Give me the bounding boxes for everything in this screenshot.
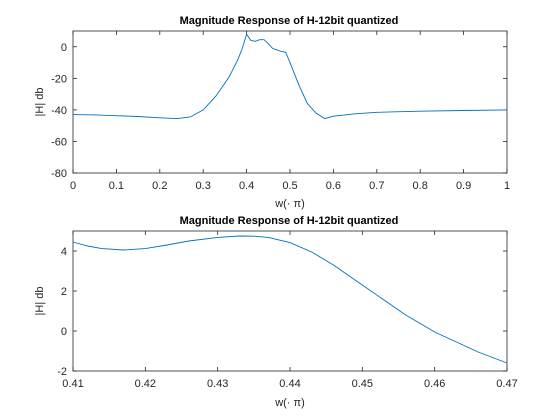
x-tick-label: 0.43: [207, 378, 228, 390]
x-tick-label: 0.41: [62, 378, 83, 390]
axis-ticks: 0 0.1 0.2 0.3 0.4 0.5 0.6 0.7 0.8 0.9 1 -80 -60 -40 -2…: [51, 31, 510, 192]
x-tick-label: 0.2: [152, 180, 167, 192]
chart-title: Magnitude Response of H-12bit quantized: [180, 215, 399, 227]
x-tick-label: 0.1: [109, 180, 124, 192]
x-tick-label: 1: [504, 180, 510, 192]
x-tick-label: 0.5: [282, 180, 297, 192]
y-axis-label: |H| db: [34, 88, 46, 117]
series-line: [72, 235, 508, 364]
x-tick-label: 0.44: [279, 378, 300, 390]
y-tick-label: -40: [51, 105, 67, 117]
plot-area: [72, 230, 508, 372]
x-tick-label: 0.9: [456, 180, 471, 192]
y-tick-label: 0: [61, 42, 67, 54]
x-tick-label: 0: [70, 180, 76, 192]
chart-title: Magnitude Response of H-12bit quantized: [180, 15, 399, 27]
x-tick-label: 0.42: [135, 378, 156, 390]
series-line: [72, 33, 508, 120]
x-tick-label: 0.4: [239, 180, 254, 192]
y-tick-label: 4: [61, 246, 67, 258]
y-tick-label: 0: [61, 326, 67, 338]
y-tick-label: -2: [57, 366, 67, 378]
y-tick-label: -20: [51, 73, 67, 85]
y-axis-label: |H| db: [34, 287, 46, 316]
x-tick-label: 0.8: [413, 180, 428, 192]
plot-area: [72, 30, 508, 174]
x-tick-label: 0.3: [196, 180, 211, 192]
y-tick-label: -80: [51, 168, 67, 180]
x-tick-label: 0.46: [424, 378, 445, 390]
top-chart: Magnitude Response of H-12bit quantized …: [34, 15, 510, 210]
x-axis-label: w(· π): [274, 397, 305, 409]
x-tick-label: 0.7: [369, 180, 384, 192]
x-axis-label: w(· π): [274, 198, 305, 210]
x-tick-label: 0.45: [352, 378, 373, 390]
x-tick-label: 0.6: [326, 180, 341, 192]
y-tick-label: 2: [61, 286, 67, 298]
axis-ticks: 0.41 0.42 0.43 0.44 0.45 0.46 0.47 -2 0 2 4: [57, 231, 518, 390]
x-tick-label: 0.47: [496, 378, 517, 390]
y-tick-label: -60: [51, 136, 67, 148]
bottom-chart: Magnitude Response of H-12bit quantized …: [34, 215, 518, 409]
